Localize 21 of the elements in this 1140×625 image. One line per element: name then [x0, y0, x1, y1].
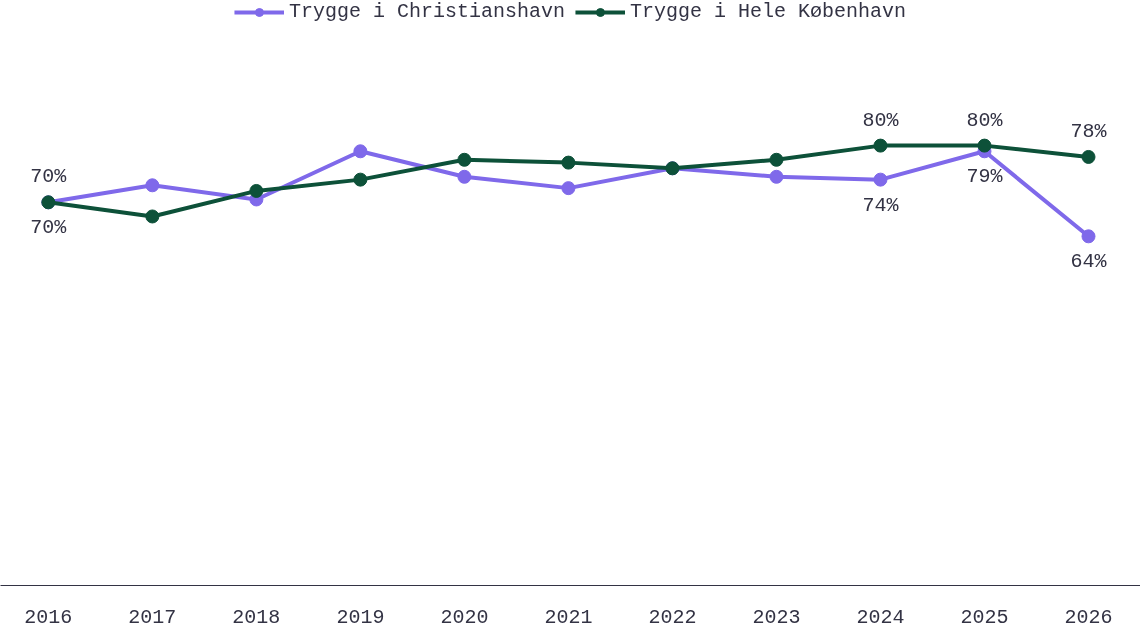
x-tick-label: 2025: [960, 605, 1009, 625]
x-tick-label: 2022: [648, 605, 697, 625]
x-tick-label: 2024: [856, 605, 905, 625]
x-tick-label: 2020: [440, 605, 489, 625]
data-label: 79%: [966, 165, 1004, 189]
x-tick-label: 2017: [128, 605, 177, 625]
data-label: 64%: [1070, 250, 1108, 274]
legend-label: Trygge i Christianshavn: [288, 0, 565, 23]
x-tick-label: 2023: [752, 605, 801, 625]
x-tick-label: 2018: [232, 605, 281, 625]
data-label: 80%: [966, 108, 1004, 132]
data-label: 74%: [862, 193, 900, 217]
x-tick-label: 2016: [24, 605, 73, 625]
data-label: 80%: [862, 108, 900, 132]
x-tick-label: 2021: [544, 605, 593, 625]
x-tick-label: 2026: [1064, 605, 1113, 625]
data-label: 70%: [30, 165, 68, 189]
data-label: 78%: [1070, 119, 1108, 143]
legend-label: Trygge i Hele København: [630, 0, 907, 23]
x-tick-label: 2019: [336, 605, 385, 625]
data-label: 70%: [30, 216, 68, 240]
